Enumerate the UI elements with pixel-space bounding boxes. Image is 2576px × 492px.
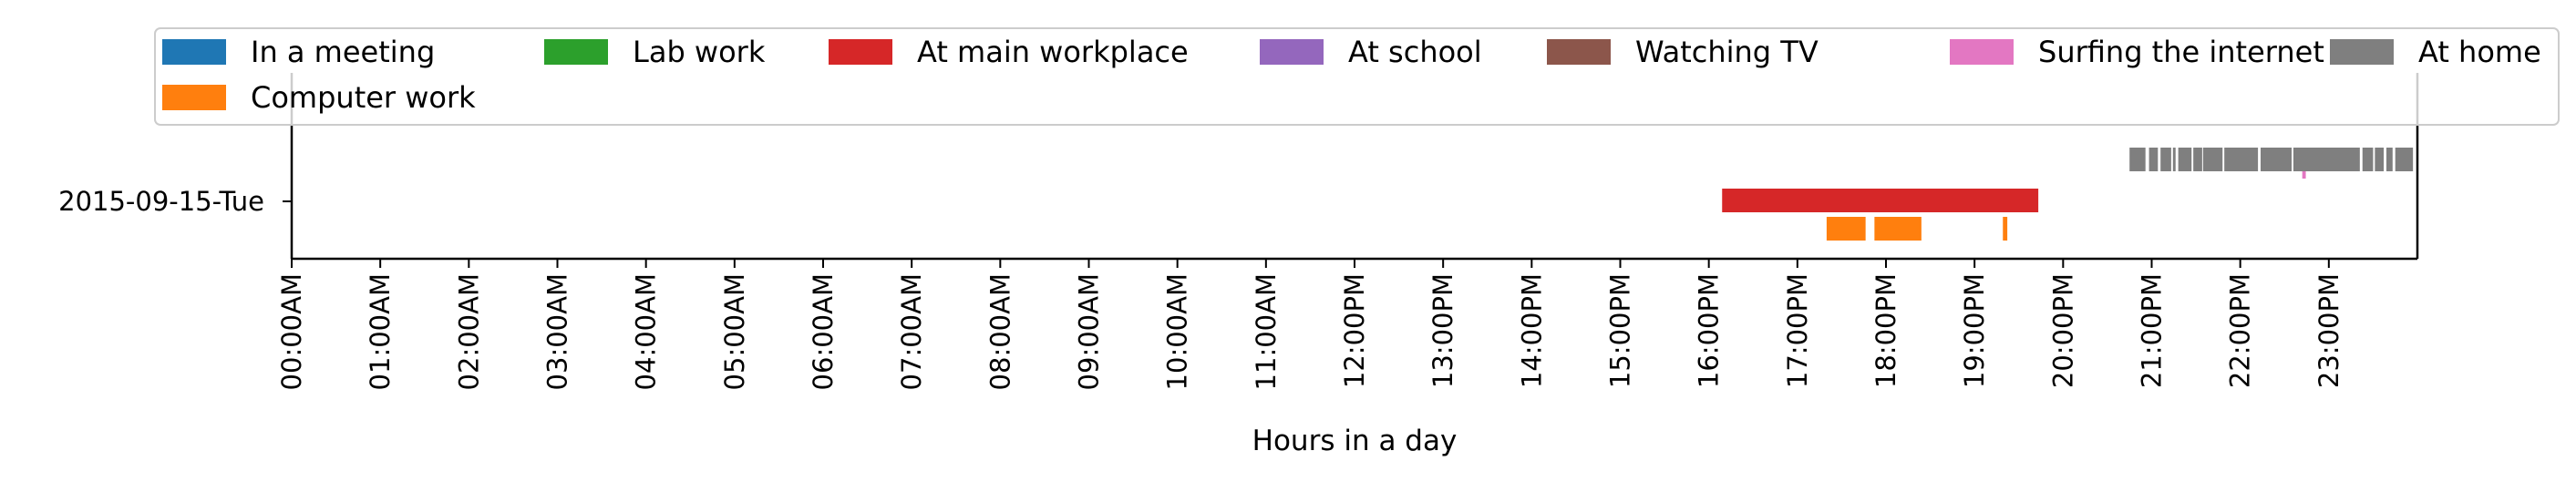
bar-computer-work <box>2003 217 2008 241</box>
x-tick-label: 12:00PM <box>1339 273 1370 388</box>
legend-label-computer-work: Computer work <box>251 80 476 115</box>
x-tick-label: 05:00AM <box>719 273 750 390</box>
bar-at-home <box>2129 148 2146 171</box>
legend-swatch-computer-work <box>162 85 226 110</box>
x-tick-label: 16:00PM <box>1694 273 1725 388</box>
x-tick-label: 18:00PM <box>1870 273 1901 388</box>
x-tick-label: 19:00PM <box>1959 273 1990 388</box>
x-tick-label: 08:00AM <box>984 273 1015 390</box>
x-tick-label: 17:00PM <box>1782 273 1813 388</box>
legend-label-watching-tv: Watching TV <box>1635 35 1819 69</box>
bar-at-home <box>2362 148 2374 171</box>
x-tick-label: 09:00AM <box>1074 273 1105 390</box>
x-tick-label: 13:00PM <box>1427 273 1458 388</box>
x-tick-label: 11:00AM <box>1251 273 1282 390</box>
axes: 00:00AM 01:00AM 02:00AM 03:00AM 04:00AM 05:00… <box>58 73 2419 457</box>
legend-swatch-at-main-workplace <box>829 39 892 65</box>
legend-swatch-at-home <box>2330 39 2394 65</box>
bar-at-home <box>2261 148 2293 171</box>
legend-label-lab-work: Lab work <box>633 35 766 69</box>
x-tick-label: 14:00PM <box>1516 273 1547 388</box>
bar-at-home <box>2395 148 2414 171</box>
legend-swatch-surfing-the-internet <box>1950 39 2014 65</box>
x-tick-label: 23:00PM <box>2313 273 2344 388</box>
legend-swatch-watching-tv <box>1547 39 1611 65</box>
x-tick-label: 04:00AM <box>631 273 662 390</box>
data-layer <box>1722 148 2414 241</box>
x-tick-label: 10:00AM <box>1162 273 1193 390</box>
legend-label-at-home: At home <box>2418 35 2541 69</box>
bar-at-home <box>2224 148 2259 171</box>
bar-at-main-workplace <box>1722 189 2039 212</box>
x-tick-label: 20:00PM <box>2047 273 2078 388</box>
x-tick-label: 15:00PM <box>1605 273 1636 388</box>
bar-at-home <box>2160 148 2171 171</box>
x-tick-label: 01:00AM <box>365 273 396 390</box>
bar-at-home <box>2148 148 2159 171</box>
legend-label-in-a-meeting: In a meeting <box>251 35 435 69</box>
legend-label-surfing-the-internet: Surfing the internet <box>2038 35 2324 69</box>
legend-swatch-in-a-meeting <box>162 39 226 65</box>
bar-at-home <box>2385 148 2393 171</box>
legend: In a meeting Lab work At main workplace At … <box>154 27 2560 126</box>
legend-label-at-main-workplace: At main workplace <box>917 35 1189 69</box>
legend-swatch-lab-work <box>544 39 608 65</box>
bar-at-home <box>2293 148 2360 171</box>
legend-label-at-school: At school <box>1348 35 1482 69</box>
bar-at-home <box>2202 148 2223 171</box>
bar-computer-work <box>1874 217 1922 241</box>
x-tick-label: 03:00AM <box>542 273 573 390</box>
x-tick-label: 21:00PM <box>2137 273 2168 388</box>
x-tick-label: 07:00AM <box>896 273 927 390</box>
x-tick-label: 02:00AM <box>453 273 484 390</box>
bar-at-home <box>2375 148 2385 171</box>
legend-swatch-at-school <box>1260 39 1324 65</box>
bar-at-home <box>2172 148 2176 171</box>
bar-at-home <box>2193 148 2202 171</box>
bar-at-home <box>2178 148 2192 171</box>
x-tick-label: 06:00AM <box>808 273 839 390</box>
x-axis-title: Hours in a day <box>1252 425 1458 457</box>
bar-computer-work <box>1826 217 1866 241</box>
x-tick-label: 00:00AM <box>276 273 307 390</box>
x-tick-label: 22:00PM <box>2225 273 2256 388</box>
y-tick-label: 2015-09-15-Tue <box>58 186 264 217</box>
